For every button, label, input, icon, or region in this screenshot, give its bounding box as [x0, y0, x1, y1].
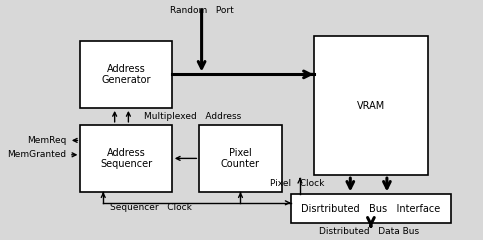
Text: Distributed   Data Bus: Distributed Data Bus — [319, 227, 419, 236]
Text: MemReq: MemReq — [27, 136, 67, 145]
Text: Pixel   Clock: Pixel Clock — [270, 179, 325, 188]
Bar — [199, 125, 282, 192]
Bar — [313, 36, 428, 175]
Text: MemGranted: MemGranted — [8, 150, 67, 159]
Text: Pixel
Counter: Pixel Counter — [221, 148, 260, 169]
Bar — [291, 194, 451, 223]
Text: Sequencer   Clock: Sequencer Clock — [110, 203, 192, 212]
Text: Multiplexed   Address: Multiplexed Address — [144, 112, 241, 120]
Bar — [80, 41, 172, 108]
Text: Disrtributed   Bus   Interface: Disrtributed Bus Interface — [301, 204, 440, 214]
Bar — [80, 125, 172, 192]
Text: Random   Port: Random Port — [170, 6, 233, 15]
Text: Address
Sequencer: Address Sequencer — [100, 148, 152, 169]
Text: Address
Generator: Address Generator — [101, 64, 151, 85]
Text: VRAM: VRAM — [357, 101, 385, 111]
